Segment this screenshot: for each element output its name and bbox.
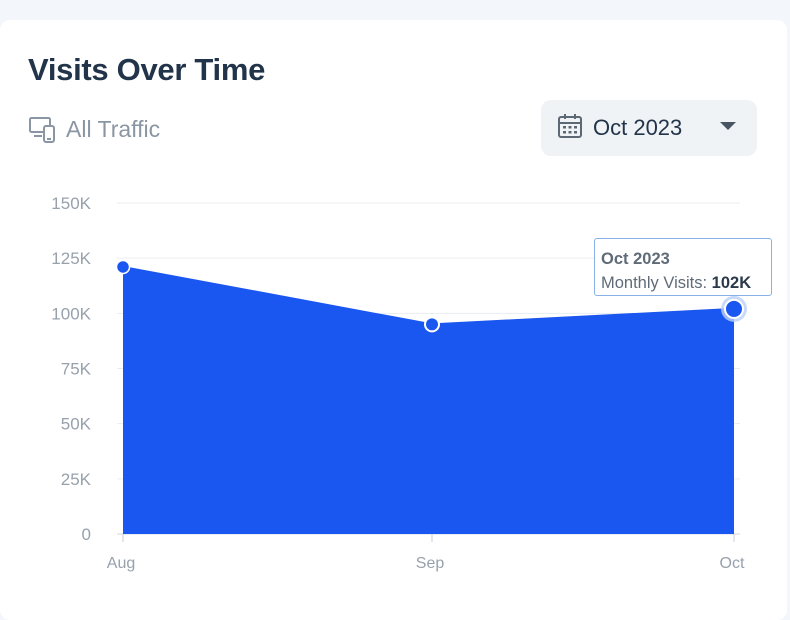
visits-chart: 0 25K 50K 75K 100K 125K 150K Aug Sep Oct [51,194,747,572]
date-select-value: Oct 2023 [593,115,683,140]
y-tick-label: 25K [61,470,92,489]
data-point [115,259,131,275]
date-select[interactable]: Oct 2023 [541,100,757,156]
calendar-icon [557,113,583,144]
tooltip-value: 102K [711,274,752,292]
y-tick-label: 100K [51,304,91,323]
tooltip-title: Oct 2023 [601,250,670,268]
data-point [424,316,440,333]
card-title: Visits Over Time [28,52,266,87]
data-point [724,298,744,319]
area-series [123,266,734,534]
traffic-label: All Traffic [66,115,161,142]
tooltip-body: Monthly Visits: 102K [601,271,771,295]
devices-icon [28,114,58,144]
x-tick-label: Aug [107,555,135,572]
y-tick-label: 125K [51,249,91,268]
traffic-filter[interactable]: All Traffic [28,114,160,144]
tooltip-label: Monthly Visits: [601,274,708,292]
y-tick-label: 50K [61,415,92,434]
x-tick-label: Oct [720,555,745,572]
y-tick-label: 75K [61,360,92,379]
y-tick-label: 0 [82,525,91,544]
chart-tooltip: Oct 2023 Monthly Visits: 102K [594,238,772,296]
y-tick-label: 150K [51,194,91,213]
x-tick-label: Sep [416,555,445,572]
chevron-down-icon [719,119,737,137]
